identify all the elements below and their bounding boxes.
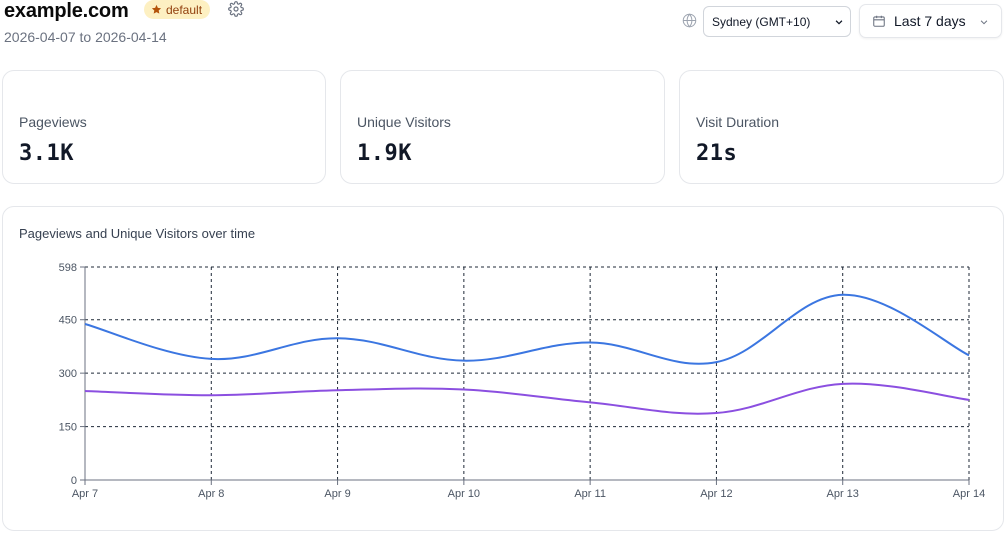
line-chart: 0 150 300 450 598 Apr 7 Apr 8 Apr 9 Apr 10 Apr 11…: [59, 262, 986, 500]
timezone-value: Sydney (GMT+10): [712, 14, 811, 29]
y-tick-label: 300: [59, 368, 77, 380]
x-tick-label: Apr 8: [198, 488, 224, 500]
date-range: 2026-04-07 to 2026-04-14: [4, 29, 167, 45]
site-title: example.com: [4, 0, 129, 22]
stat-value: 3.1K: [19, 141, 74, 166]
default-badge: default: [144, 0, 211, 19]
series-line-unique-visitors: [84, 382, 970, 415]
globe-icon: [682, 13, 697, 28]
stat-label: Visit Duration: [696, 114, 780, 130]
x-tick-label: Apr 14: [953, 488, 985, 500]
x-tick-label: Apr 10: [448, 488, 480, 500]
stat-label: Unique Visitors: [357, 114, 451, 130]
y-tick-label: 150: [59, 422, 77, 434]
stat-card-visit-duration[interactable]: Visit Duration 21s: [679, 70, 1004, 184]
badge-label: default: [166, 2, 203, 17]
timezone-select[interactable]: Sydney (GMT+10): [703, 6, 851, 37]
y-tick-label: 450: [59, 315, 77, 327]
date-range-button[interactable]: Last 7 days: [859, 4, 1002, 38]
stat-value: 1.9K: [357, 141, 412, 166]
chevron-down-icon: [835, 20, 843, 25]
stat-card-pageviews[interactable]: Pageviews 3.1K: [2, 70, 326, 184]
chart-title: Pageviews and Unique Visitors over time: [19, 226, 256, 241]
chart-card: Pageviews and Unique Visitors over time …: [2, 206, 1004, 531]
stat-label: Pageviews: [19, 114, 87, 130]
y-tick-label: 598: [59, 262, 77, 274]
y-tick-label: 0: [71, 475, 77, 487]
star-icon: [151, 4, 162, 14]
stat-value: 21s: [696, 141, 738, 166]
x-tick-label: Apr 7: [72, 488, 98, 500]
chevron-down-icon: [980, 20, 988, 25]
stat-card-unique-visitors[interactable]: Unique Visitors 1.9K: [340, 70, 665, 184]
series-line-pageviews: [84, 293, 970, 365]
gear-icon[interactable]: [228, 1, 244, 17]
calendar-icon: [873, 15, 885, 27]
x-tick-label: Apr 12: [700, 488, 732, 500]
x-tick-label: Apr 11: [574, 488, 606, 500]
date-range-label: Last 7 days: [894, 13, 966, 29]
x-tick-label: Apr 9: [324, 488, 350, 500]
x-tick-label: Apr 13: [827, 488, 859, 500]
